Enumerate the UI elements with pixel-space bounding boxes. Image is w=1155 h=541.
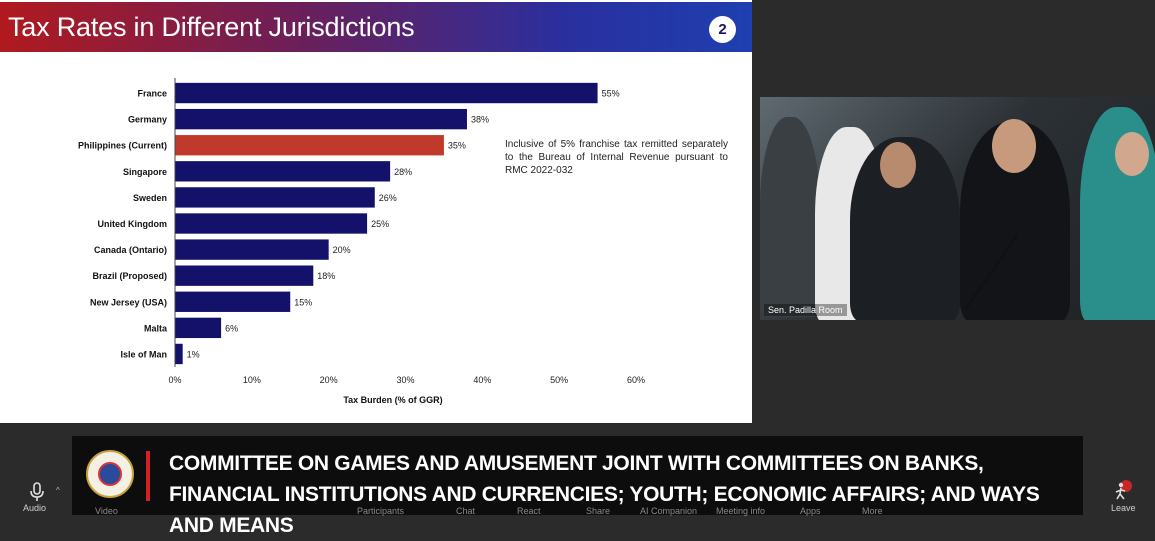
meeting-toolbar: Video Participants Chat React Share AI C… [0,440,1155,516]
participant-video[interactable]: Sen. Padilla Room [760,97,1155,320]
x-tick-label: 0% [168,375,181,385]
category-label: Malta [144,323,168,333]
x-tick-label: 30% [396,375,414,385]
chart-bar [175,187,375,208]
participant-face [992,119,1036,173]
presentation-slide: Tax Rates in Different Jurisdictions 2 F… [0,0,752,423]
category-label: New Jersey (USA) [90,297,167,307]
audio-label: Audio [23,503,47,513]
chart-bar [175,213,368,234]
data-label: 55% [602,89,620,99]
chart-bar [175,82,598,104]
slide-title: Tax Rates in Different Jurisdictions [8,12,415,42]
chart-bar [175,135,444,156]
chart-bar [175,317,222,339]
category-label: United Kingdom [98,219,168,229]
chart-bar [175,265,314,286]
category-label: Germany [128,115,167,125]
data-label: 20% [333,245,351,255]
data-label: 15% [294,297,312,307]
data-label: 18% [317,271,335,281]
toolbar-share-label[interactable]: Share [586,506,611,516]
toolbar-participants-label[interactable]: Participants [357,506,405,516]
room-label: Sen. Padilla Room [764,304,847,316]
category-label: Singapore [123,167,167,177]
x-axis-title: Tax Burden (% of GGR) [343,395,442,405]
x-tick-label: 40% [473,375,491,385]
audio-button[interactable]: ^ [20,482,60,515]
category-label: France [137,89,167,99]
bar-chart: France 55% Germany 38% Philippines (Current)… [78,78,645,405]
toolbar-chat-label[interactable]: Chat [456,506,476,516]
data-label: 26% [379,193,397,203]
chart-note: Inclusive of 5% franchise tax remitted s… [505,139,728,176]
category-label: Sweden [133,193,167,203]
category-label: Canada (Ontario) [94,245,167,255]
toolbar-more-label[interactable]: More [862,506,883,516]
toolbar-meeting-info-label[interactable]: Meeting info [716,506,766,516]
slide-header: Tax Rates in Different Jurisdictions 2 [0,2,752,52]
microphone-icon [30,482,44,501]
leave-icon [1115,480,1132,500]
senate-seal-icon [86,450,134,498]
x-tick-label: 20% [320,375,338,385]
chart-bar [175,239,329,260]
chart-bar [175,343,183,365]
toolbar-video-label[interactable]: Video [95,506,118,516]
data-label: 1% [187,349,200,359]
x-tick-label: 60% [627,375,645,385]
chart-bar [175,291,291,312]
data-label: 28% [394,167,412,177]
leave-label: Leave [1111,503,1136,513]
data-label: 25% [371,219,389,229]
participant-figure [760,117,820,317]
toolbar-react-label[interactable]: React [517,506,541,516]
chevron-up-icon[interactable]: ^ [56,486,60,495]
category-label: Brazil (Proposed) [92,271,167,281]
data-label: 35% [448,141,466,151]
x-tick-label: 50% [550,375,568,385]
chart-bar [175,108,467,130]
data-label: 38% [471,115,489,125]
leave-button[interactable] [1106,480,1142,515]
category-label: Philippines (Current) [78,141,167,151]
data-label: 6% [225,323,238,333]
chart-bar [175,161,391,182]
participant-face [1115,132,1149,176]
toolbar-ai-companion-label[interactable]: AI Companion [640,506,698,516]
category-label: Isle of Man [120,349,167,359]
toolbar-apps-label[interactable]: Apps [800,506,821,516]
participant-face [880,142,916,188]
banner-accent-bar [146,451,150,501]
slide-number: 2 [709,16,736,43]
x-tick-label: 10% [243,375,261,385]
